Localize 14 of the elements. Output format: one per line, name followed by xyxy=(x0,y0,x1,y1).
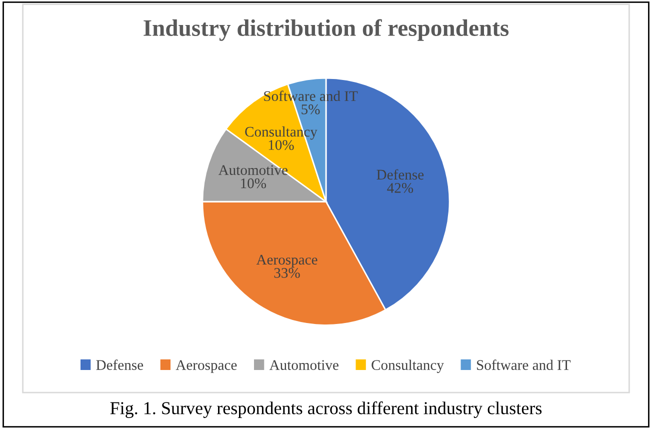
legend-label: Defense xyxy=(96,360,144,370)
data-label: 5% xyxy=(302,104,320,114)
legend-label: Automotive xyxy=(269,360,338,370)
slice-label: Defense xyxy=(376,169,424,180)
legend-label: Consultancy xyxy=(372,360,444,373)
data-label: 33% xyxy=(274,268,300,278)
data-label: 10% xyxy=(241,178,266,188)
slice-label: Aerospace xyxy=(256,254,318,268)
legend-label: Aerospace xyxy=(176,360,237,373)
chart-title: Industry distribution of respondents xyxy=(144,19,509,41)
data-label: 42% xyxy=(387,183,414,193)
caption: Fig. 1. Survey respondents across different industry clusters xyxy=(110,401,542,418)
data-label: 10% xyxy=(268,140,294,150)
legend-label: Software and IT xyxy=(477,360,571,370)
